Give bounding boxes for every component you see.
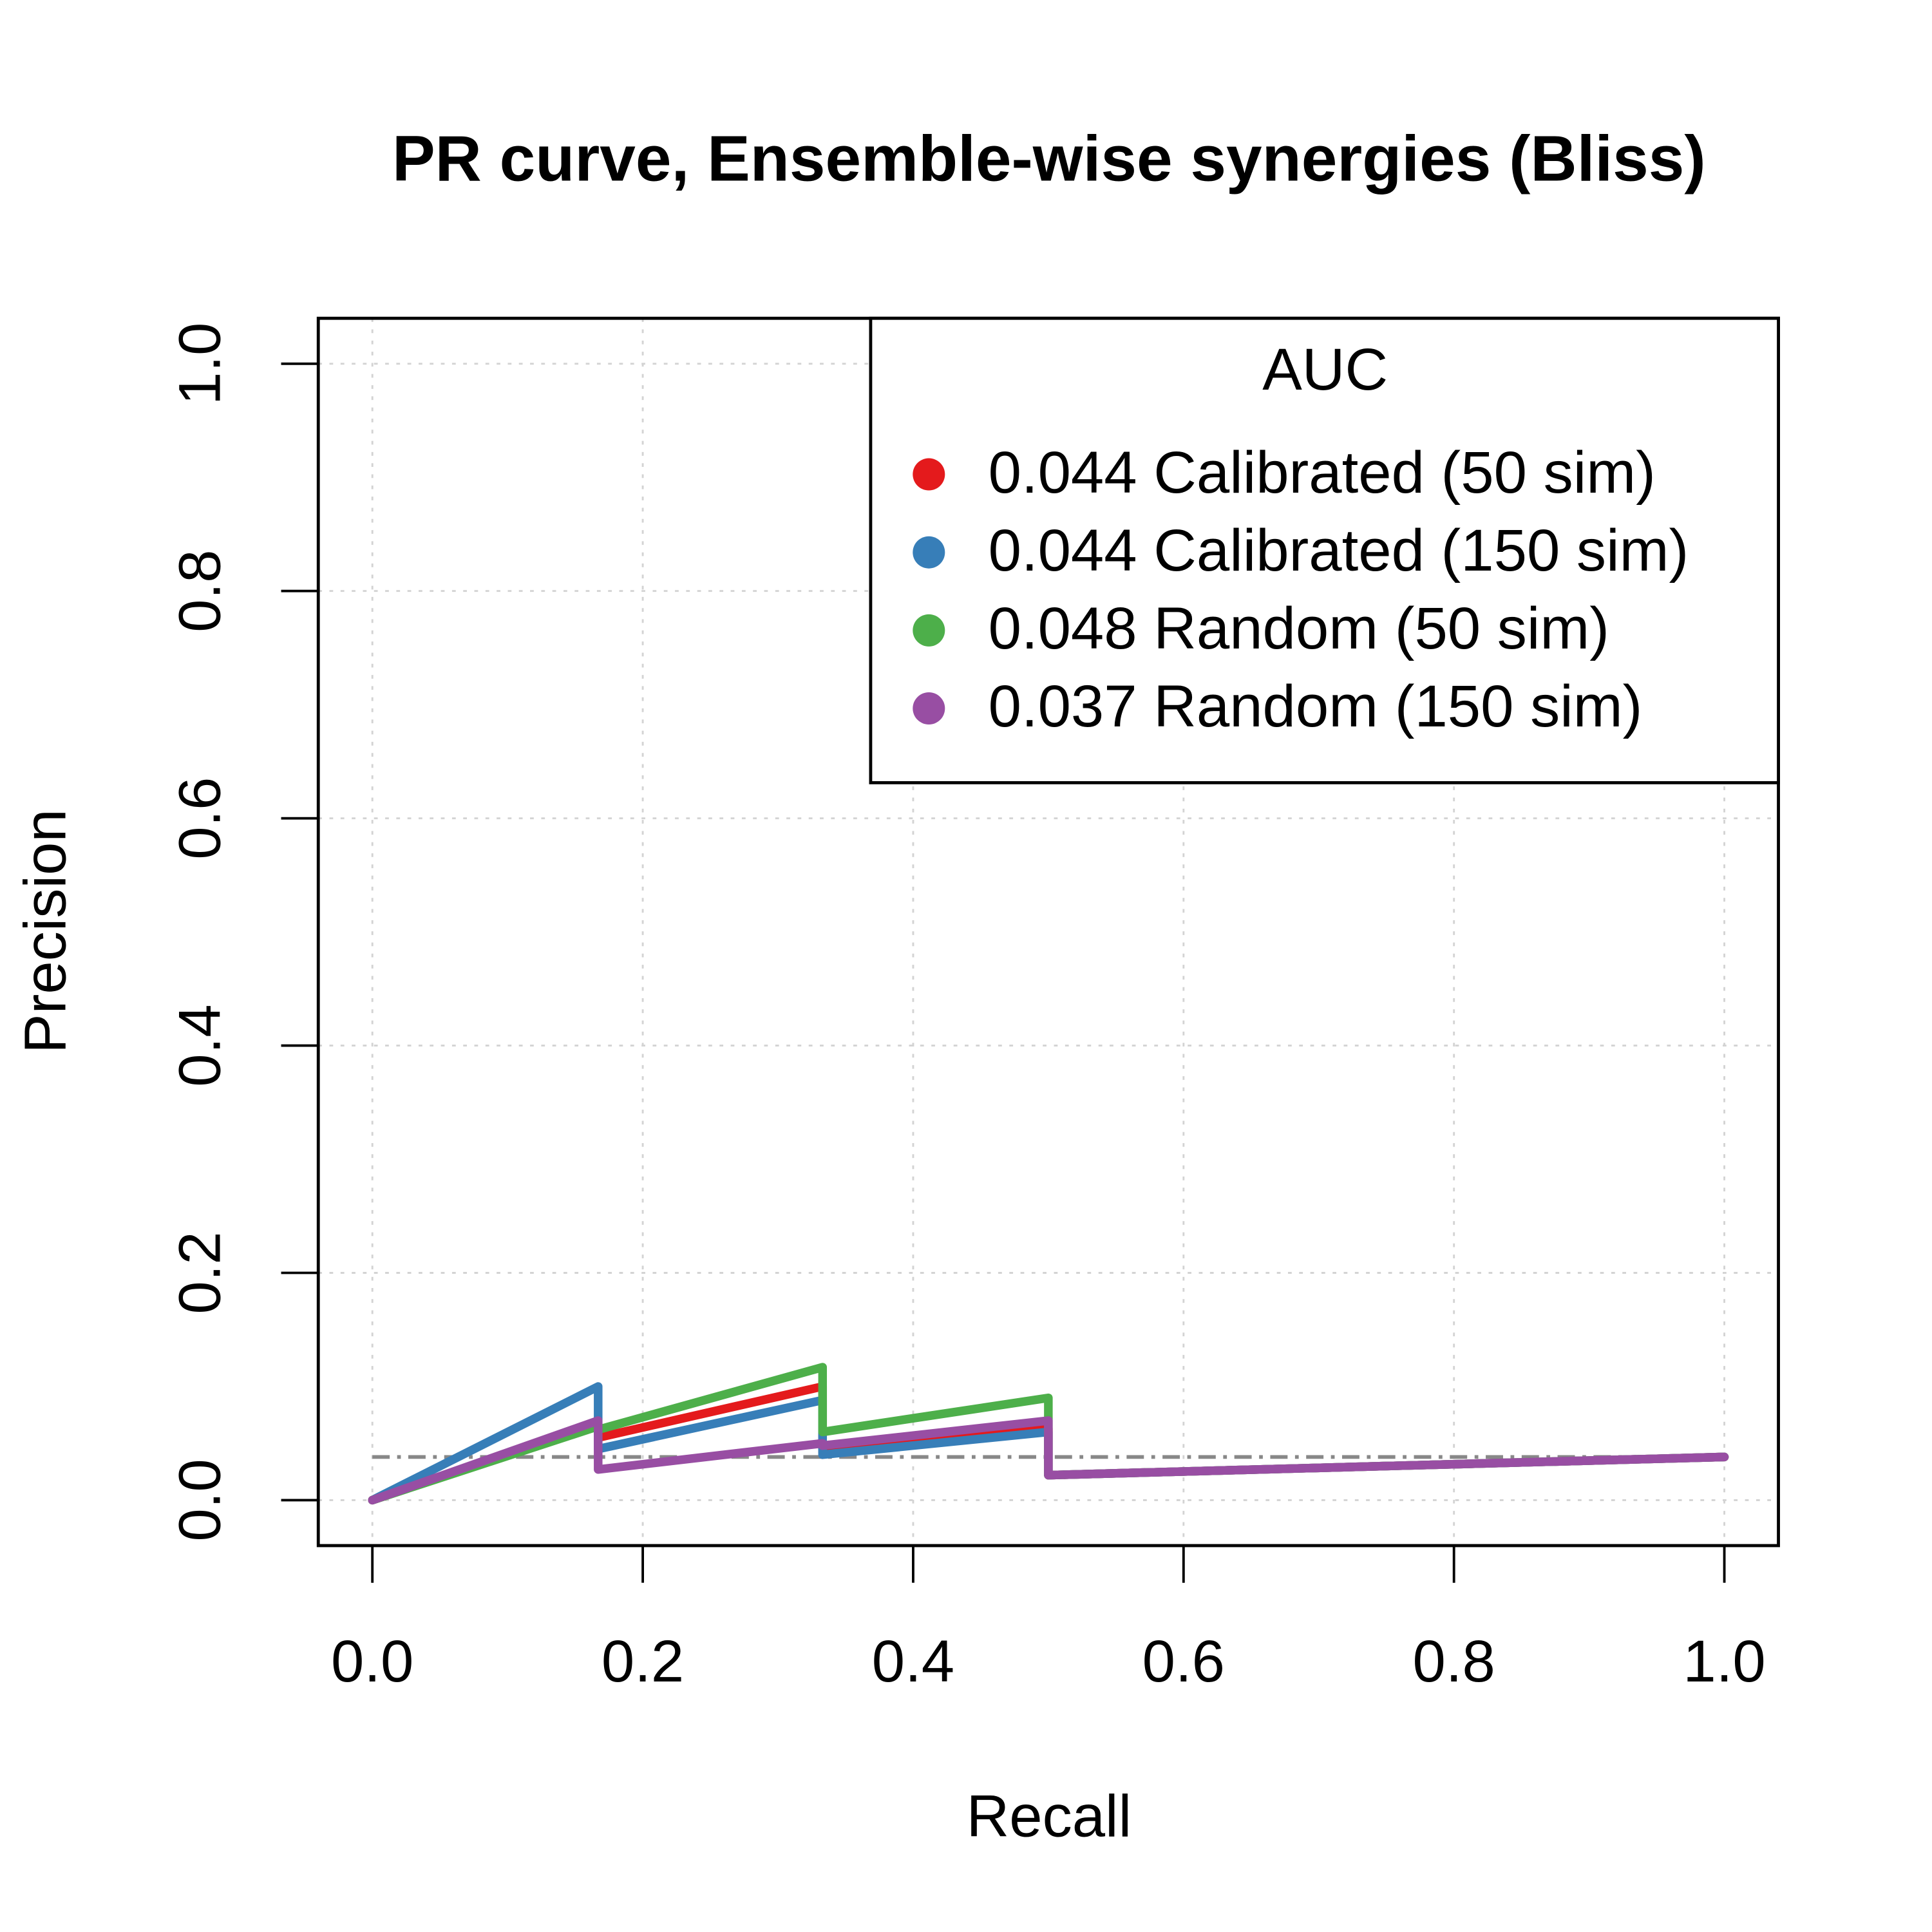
x-tick-label: 0.6 — [1142, 1627, 1225, 1694]
x-tick-label: 0.0 — [331, 1627, 413, 1694]
legend-title: AUC — [1262, 336, 1388, 402]
y-tick-label: 0.4 — [166, 1004, 233, 1086]
x-tick-label: 0.8 — [1413, 1627, 1495, 1694]
y-tick-label: 1.0 — [166, 323, 233, 405]
y-tick-label: 0.6 — [166, 777, 233, 859]
legend-label: 0.037 Random (150 sim) — [989, 672, 1643, 739]
y-axis-title: Precision — [11, 809, 78, 1054]
x-axis-title: Recall — [967, 1782, 1132, 1849]
x-tick-label: 1.0 — [1683, 1627, 1765, 1694]
legend-box — [869, 316, 1780, 784]
legend-marker — [913, 536, 945, 569]
x-tick-label: 0.2 — [601, 1627, 684, 1694]
y-tick-label: 0.0 — [166, 1459, 233, 1541]
legend-marker — [913, 614, 945, 647]
series-line — [368, 1416, 1729, 1505]
y-tick-label: 0.2 — [166, 1231, 233, 1314]
legend-label: 0.044 Calibrated (50 sim) — [989, 439, 1656, 506]
legend-marker — [913, 692, 945, 724]
legend-label: 0.044 Calibrated (150 sim) — [989, 516, 1689, 583]
legend-label: 0.048 Random (50 sim) — [989, 594, 1609, 661]
x-tick-label: 0.4 — [872, 1627, 954, 1694]
chart-title: PR curve, Ensemble-wise synergies (Bliss… — [392, 122, 1706, 194]
y-tick-label: 0.8 — [166, 550, 233, 632]
legend-marker — [913, 458, 945, 491]
